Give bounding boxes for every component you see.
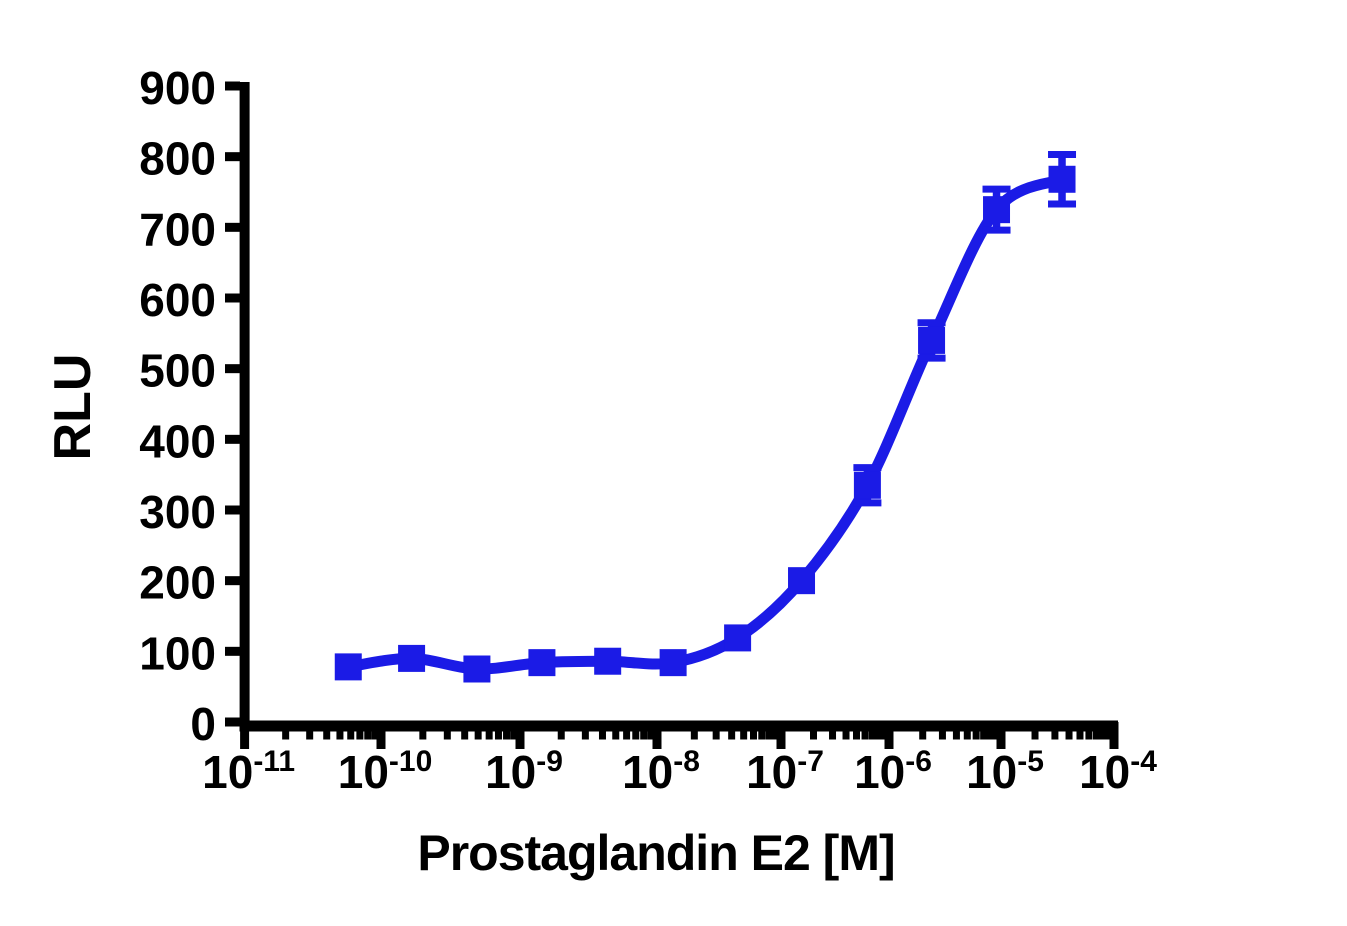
data-point-marker: [724, 624, 752, 652]
data-point-marker: [1048, 165, 1076, 193]
data-point-marker: [918, 326, 946, 354]
x-tick-label: 10-7: [746, 745, 824, 798]
y-tick-label: 900: [139, 62, 216, 114]
data-point-marker: [983, 196, 1011, 224]
x-tick-label: 10-5: [966, 745, 1044, 798]
x-tick-label: 10-6: [854, 745, 932, 798]
y-tick-label: 0: [190, 698, 216, 750]
y-tick-label: 400: [139, 415, 216, 467]
x-tick-label: 10-11: [202, 745, 295, 798]
data-point-marker: [398, 644, 426, 672]
y-axis: 0 100 200 300 400 500 600 700 800 900: [139, 62, 250, 750]
x-axis: 10-11 10-10 10-9 10-8 10-7 10-6 10-5 10-4: [202, 720, 1157, 798]
y-tick-label: 200: [139, 557, 216, 609]
y-tick-label: 100: [139, 627, 216, 679]
data-point-marker: [594, 647, 622, 675]
series-prostaglandin-e2: [334, 151, 1077, 683]
x-tick-label: 10-10: [338, 745, 433, 798]
data-point-marker: [659, 649, 687, 677]
y-tick-label: 300: [139, 486, 216, 538]
x-tick-label: 10-4: [1079, 745, 1157, 798]
x-axis-title: Prostaglandin E2 [M]: [417, 825, 894, 881]
y-tick-label: 500: [139, 345, 216, 397]
data-point-marker: [334, 653, 362, 681]
data-point-marker: [528, 649, 556, 677]
y-tick-label: 700: [139, 203, 216, 255]
x-tick-label: 10-9: [485, 745, 563, 798]
y-axis-title: RLU: [44, 354, 102, 461]
y-tick-label: 600: [139, 274, 216, 326]
data-point-marker: [463, 655, 491, 683]
data-point-marker: [853, 471, 881, 499]
data-point-marker: [788, 567, 816, 595]
y-tick-label: 800: [139, 133, 216, 185]
dose-response-curve: [342, 173, 1068, 675]
x-tick-label: 10-8: [622, 745, 700, 798]
